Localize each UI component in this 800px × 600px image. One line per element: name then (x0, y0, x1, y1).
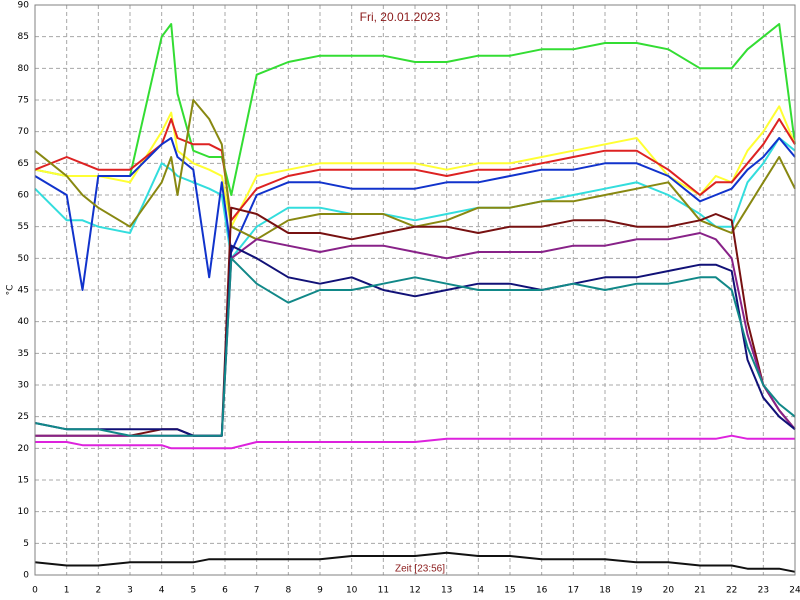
x-tick-label: 4 (159, 586, 165, 596)
x-tick-label: 5 (190, 586, 196, 596)
data-line (34, 551, 796, 573)
y-tick-label: 30 (18, 381, 30, 391)
data-line (34, 23, 796, 196)
y-tick-label: 65 (18, 159, 29, 169)
x-tick-label: 18 (599, 586, 611, 596)
data-line (35, 434, 795, 450)
y-axis-label: °C (6, 285, 16, 296)
y-tick-label: 35 (18, 349, 29, 359)
y-tick-label: 20 (18, 444, 30, 454)
x-tick-label: 16 (536, 586, 548, 596)
x-tick-label: 17 (568, 586, 579, 596)
x-tick-label: 23 (758, 586, 769, 596)
y-tick-label: 10 (18, 507, 30, 517)
y-tick-label: 45 (18, 286, 29, 296)
y-tick-label: 90 (18, 1, 30, 11)
y-tick-label: 15 (18, 476, 29, 486)
x-tick-label: 1 (64, 586, 70, 596)
data-line (34, 257, 796, 437)
y-tick-label: 60 (18, 191, 30, 201)
data-line (34, 105, 796, 228)
plot-frame (34, 4, 796, 576)
data-line (34, 137, 796, 291)
data-line (34, 118, 796, 222)
y-tick-label: 85 (18, 32, 29, 42)
x-tick-label: 6 (222, 586, 228, 596)
x-tick-label: 2 (95, 586, 101, 596)
y-tick-label: 0 (23, 571, 29, 581)
y-tick-label: 25 (18, 412, 29, 422)
x-tick-label: 12 (409, 586, 420, 596)
y-tick-label: 50 (18, 254, 30, 264)
x-tick-label: 13 (441, 586, 452, 596)
plot-lines (34, 23, 796, 573)
y-tick-label: 5 (23, 539, 29, 549)
data-line (34, 244, 796, 437)
x-tick-label: 8 (285, 586, 291, 596)
data-line (34, 99, 796, 241)
x-tick-label: 22 (726, 586, 737, 596)
x-tick-label: 24 (789, 586, 800, 596)
x-tick-label: 10 (346, 586, 358, 596)
x-tick-label: 7 (254, 586, 260, 596)
x-tick-label: 15 (504, 586, 515, 596)
x-tick-label: 3 (127, 586, 133, 596)
x-tick-label: 19 (631, 586, 643, 596)
x-tick-label: 14 (473, 586, 485, 596)
y-tick-label: 70 (18, 127, 30, 137)
x-tick-label: 0 (32, 586, 38, 596)
y-tick-label: 40 (18, 317, 30, 327)
x-axis-label: Zeit [23:56] (395, 564, 445, 575)
chart-title: Fri, 20.01.2023 (360, 10, 441, 24)
x-tick-label: 9 (317, 586, 323, 596)
x-tick-label: 11 (378, 586, 389, 596)
y-tick-label: 75 (18, 96, 29, 106)
y-tick-label: 80 (18, 64, 30, 74)
y-tick-label: 55 (18, 222, 29, 232)
x-tick-label: 20 (663, 586, 675, 596)
x-tick-label: 21 (694, 586, 705, 596)
